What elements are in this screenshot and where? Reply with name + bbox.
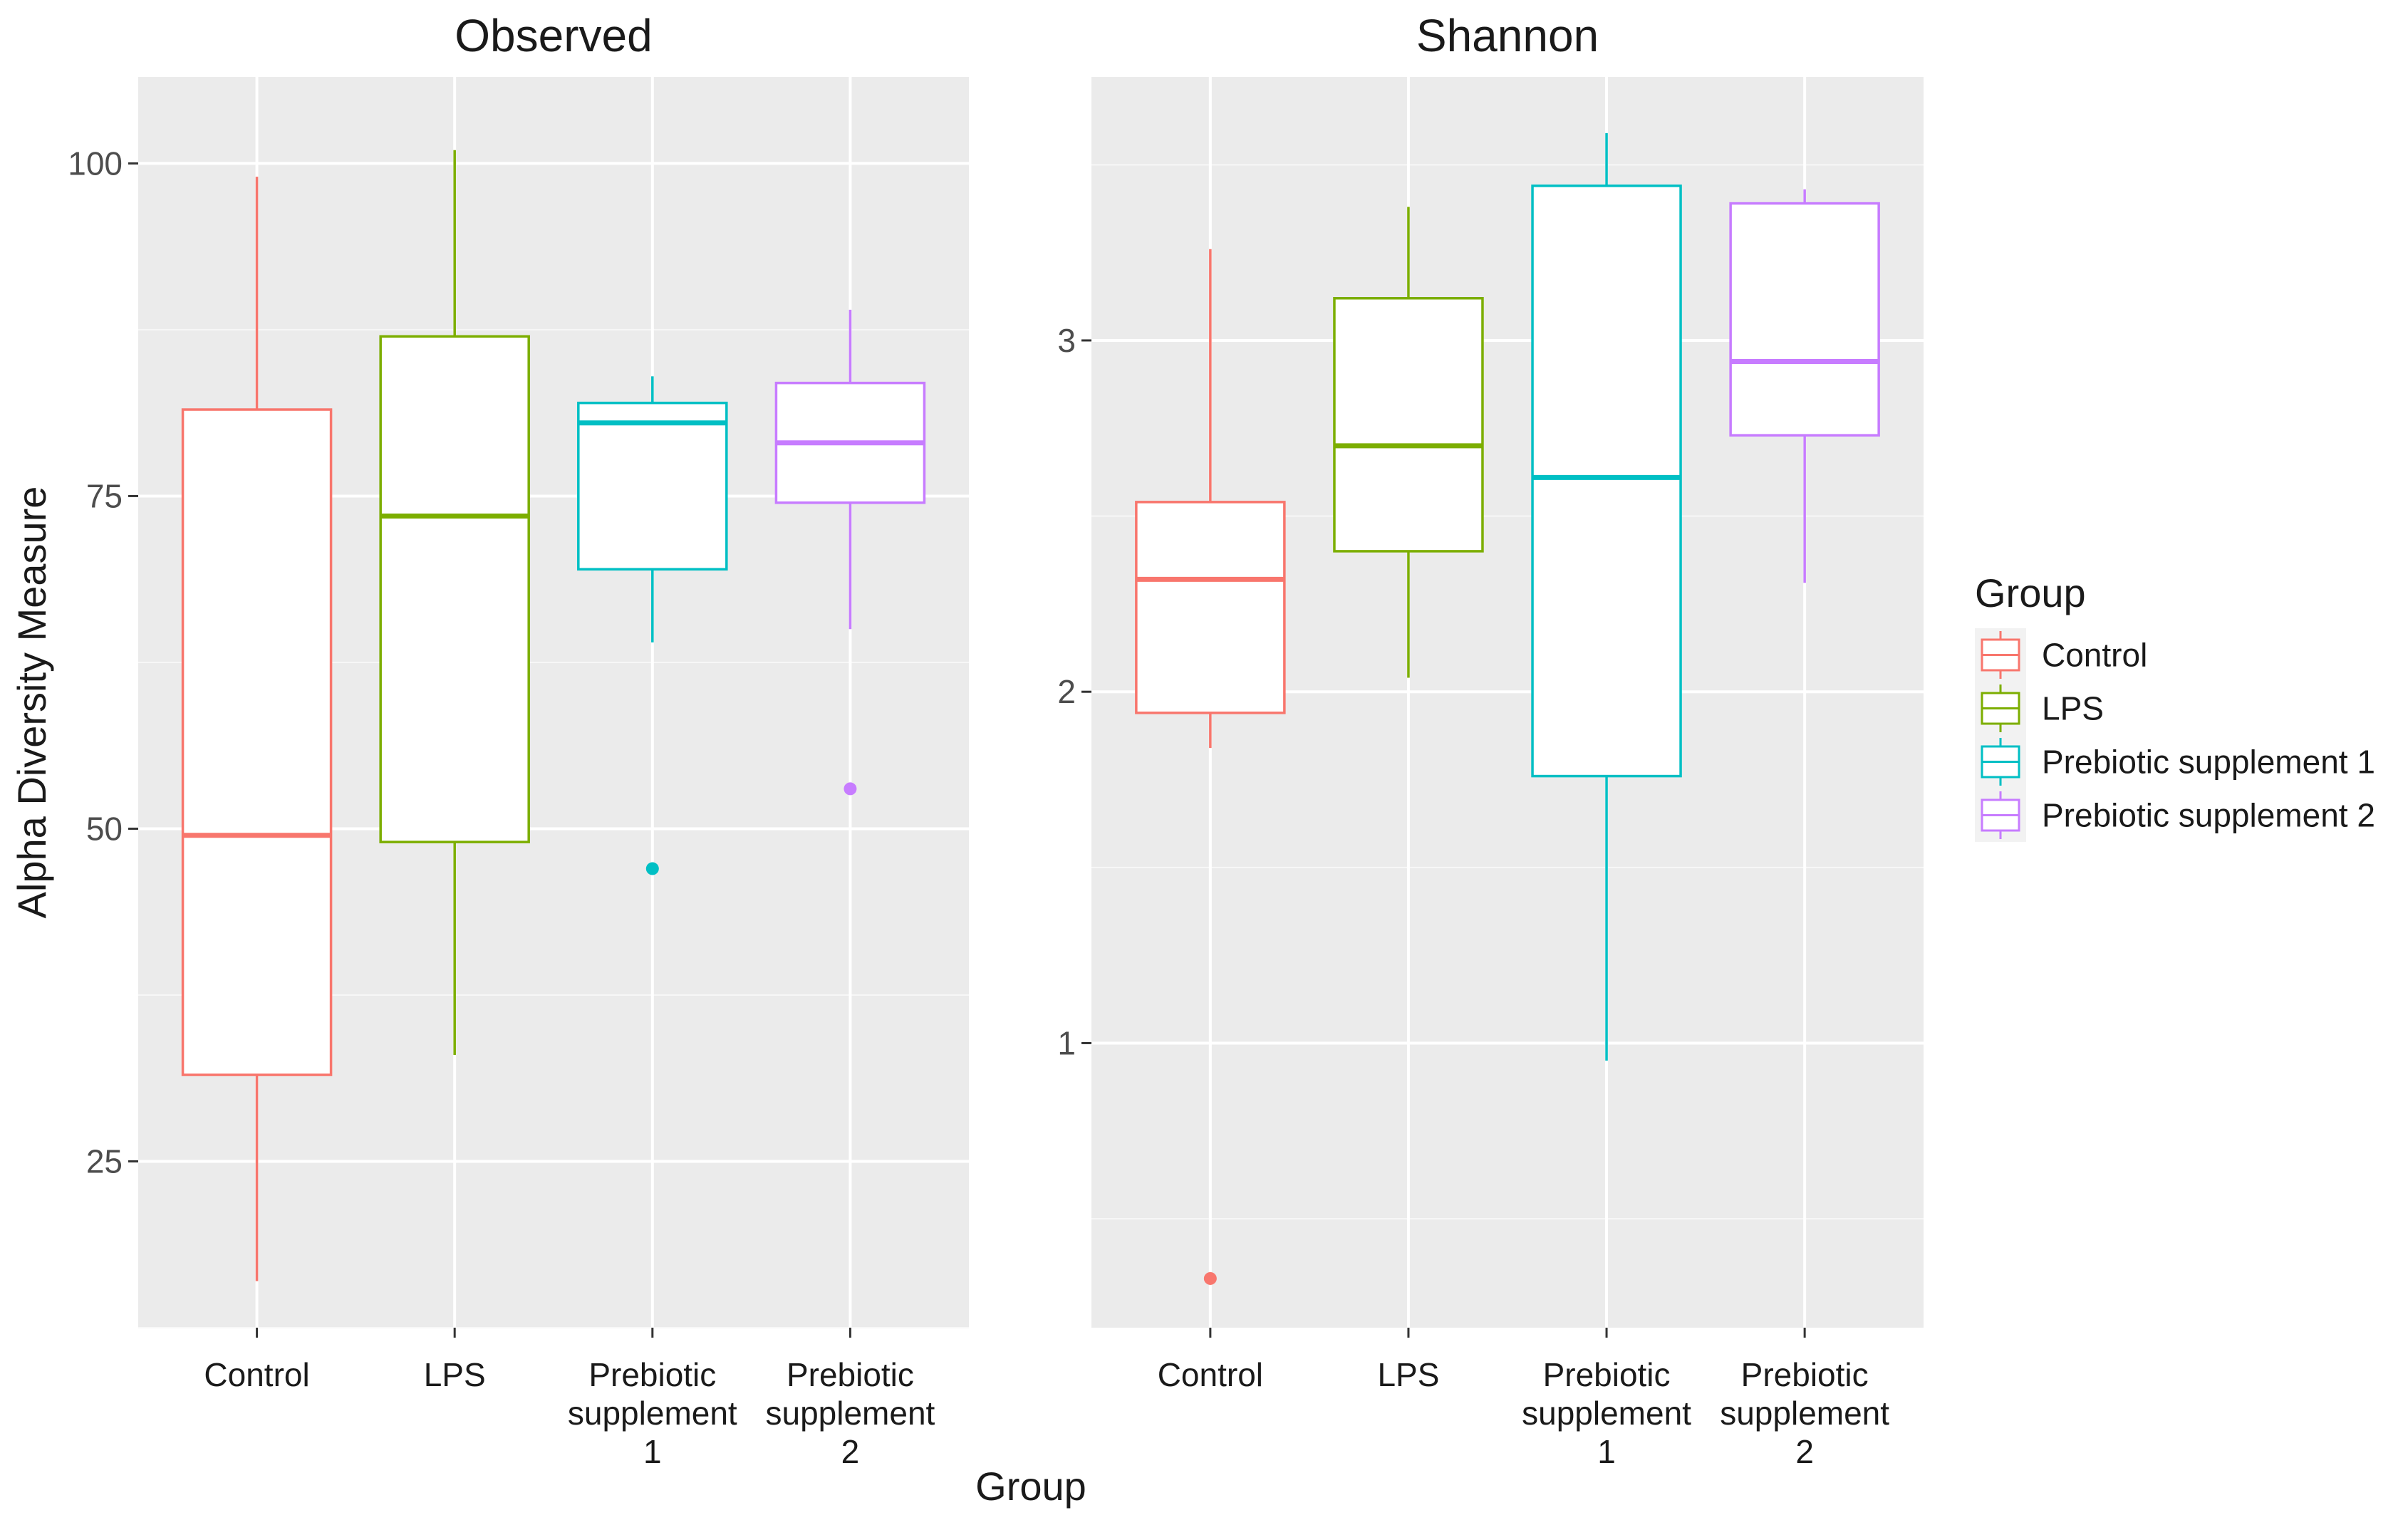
box-0-2 <box>577 401 728 571</box>
y-tick-label-0-0: 25 <box>86 1142 123 1180</box>
y-tick-label-1-2: 3 <box>1057 322 1076 359</box>
x-tick-label-0-2-1: supplement <box>568 1395 737 1432</box>
legend-label-1: LPS <box>2042 690 2104 727</box>
x-tick-label-1-3-1: supplement <box>1720 1395 1889 1432</box>
y-tick-label-0-3: 100 <box>68 145 123 182</box>
x-tick-label-0-0-0: Control <box>204 1356 309 1393</box>
box-1-0 <box>1135 501 1286 714</box>
outlier-point-1-0-0 <box>1203 1271 1217 1285</box>
box-1-1 <box>1333 297 1484 553</box>
x-tick-label-1-0-0: Control <box>1158 1356 1263 1393</box>
panel-title-0: Observed <box>455 10 652 61</box>
y-axis-title: Alpha Diversity Measure <box>9 486 54 919</box>
y-tick-label-1-0: 1 <box>1057 1024 1076 1061</box>
x-tick-label-1-2-2: 1 <box>1597 1433 1616 1470</box>
outlier-point-0-3-0 <box>844 782 857 796</box>
x-axis-title: Group <box>975 1464 1086 1509</box>
panel-title-1: Shannon <box>1416 10 1599 61</box>
legend-label-2: Prebiotic supplement 1 <box>2042 744 2375 781</box>
x-tick-label-0-2-2: 1 <box>643 1433 662 1470</box>
x-tick-label-0-3-1: supplement <box>766 1395 935 1432</box>
x-tick-label-0-3-2: 2 <box>841 1433 860 1470</box>
y-tick-label-0-2: 75 <box>86 477 123 514</box>
x-tick-label-1-2-1: supplement <box>1522 1395 1691 1432</box>
x-tick-label-1-3-2: 2 <box>1795 1433 1814 1470</box>
box-1-2 <box>1531 184 1682 778</box>
x-tick-label-0-1-0: LPS <box>424 1356 486 1393</box>
legend-label-0: Control <box>2042 637 2147 674</box>
x-tick-label-0-2-0: Prebiotic <box>588 1356 716 1393</box>
y-tick-label-1-1: 2 <box>1057 673 1076 710</box>
x-tick-label-0-3-0: Prebiotic <box>787 1356 914 1393</box>
y-tick-label-0-1: 50 <box>86 810 123 847</box>
x-tick-label-1-1-0: LPS <box>1377 1356 1439 1393</box>
legend-title: Group <box>1975 571 2086 615</box>
x-tick-label-1-2-0: Prebiotic <box>1543 1356 1671 1393</box>
outlier-point-0-2-0 <box>645 862 659 875</box>
box-1-3 <box>1729 202 1880 437</box>
box-0-1 <box>379 335 530 843</box>
x-tick-label-1-3-0: Prebiotic <box>1741 1356 1869 1393</box>
legend-label-3: Prebiotic supplement 2 <box>2042 797 2375 834</box>
box-0-0 <box>181 408 333 1076</box>
